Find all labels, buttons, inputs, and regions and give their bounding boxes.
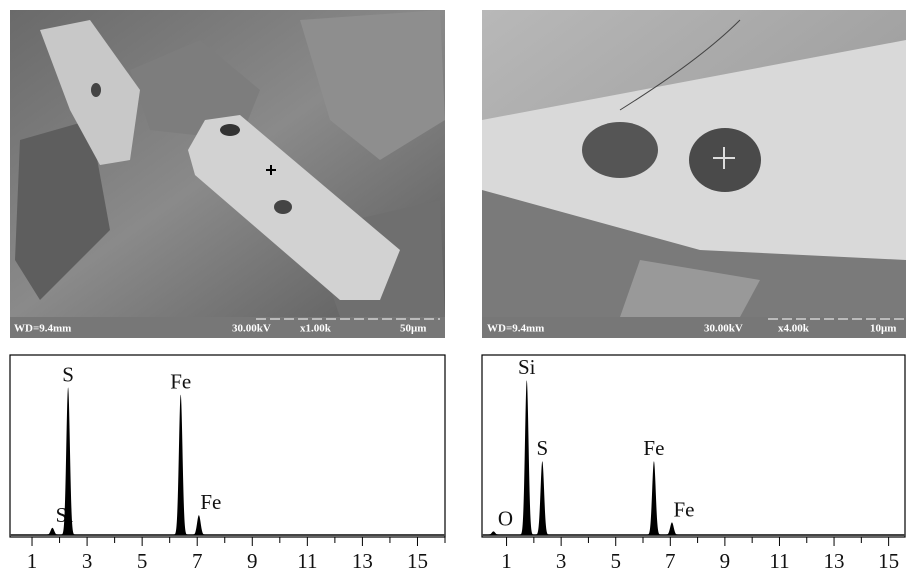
sem-image-right bbox=[482, 10, 906, 317]
peak bbox=[191, 515, 207, 535]
x-tick-label: 15 bbox=[407, 549, 428, 573]
x-tick-label: 7 bbox=[192, 549, 203, 573]
peak bbox=[173, 394, 188, 535]
peak-label: Fe bbox=[170, 370, 191, 394]
x-tick-label: 1 bbox=[27, 549, 38, 573]
peak-label: O bbox=[498, 506, 513, 530]
peak bbox=[45, 527, 60, 535]
peak bbox=[646, 461, 662, 535]
peak-label: S bbox=[62, 362, 74, 386]
magnification: x4.00k bbox=[778, 323, 810, 335]
x-tick-label: 3 bbox=[82, 549, 93, 573]
x-tick-label: 5 bbox=[610, 549, 621, 573]
peak-label: Fe bbox=[673, 497, 694, 521]
x-tick-label: 9 bbox=[720, 549, 731, 573]
x-tick-label: 11 bbox=[297, 549, 317, 573]
peak-label: Si bbox=[518, 355, 536, 379]
peak-label: Fe bbox=[643, 436, 664, 460]
x-tick-label: 13 bbox=[352, 549, 373, 573]
working-distance: WD=9.4mm bbox=[487, 323, 544, 335]
x-tick-label: 7 bbox=[665, 549, 676, 573]
plot-frame bbox=[9, 354, 446, 538]
scale-bar: 50μm bbox=[400, 323, 426, 335]
peak bbox=[519, 380, 534, 535]
peak bbox=[664, 522, 680, 535]
x-tick-label: 1 bbox=[501, 549, 512, 573]
x-tick-label: 9 bbox=[247, 549, 258, 573]
voltage: 30.00kV bbox=[232, 323, 271, 335]
x-tick-label: 3 bbox=[556, 549, 567, 573]
plot-frame bbox=[481, 354, 906, 538]
info-bar-right: WD=9.4mm 30.00kV x4.00k 10μm bbox=[482, 317, 906, 338]
scale-bar: 10μm bbox=[870, 323, 896, 335]
info-bar-left: WD=9.4mm 30.00kV x1.00k 50μm bbox=[10, 317, 445, 338]
peak bbox=[535, 461, 550, 535]
magnification: x1.00k bbox=[300, 323, 332, 335]
x-tick-label: 15 bbox=[878, 549, 899, 573]
voltage: 30.00kV bbox=[704, 323, 743, 335]
working-distance: WD=9.4mm bbox=[14, 323, 71, 335]
x-tick-label: 11 bbox=[769, 549, 789, 573]
peak bbox=[486, 531, 501, 535]
x-tick-label: 5 bbox=[137, 549, 148, 573]
x-tick-label: 13 bbox=[824, 549, 845, 573]
peak-label: S bbox=[536, 436, 548, 460]
sem-image-left bbox=[10, 10, 445, 317]
peak bbox=[60, 387, 76, 535]
peak-label: Fe bbox=[200, 490, 221, 514]
